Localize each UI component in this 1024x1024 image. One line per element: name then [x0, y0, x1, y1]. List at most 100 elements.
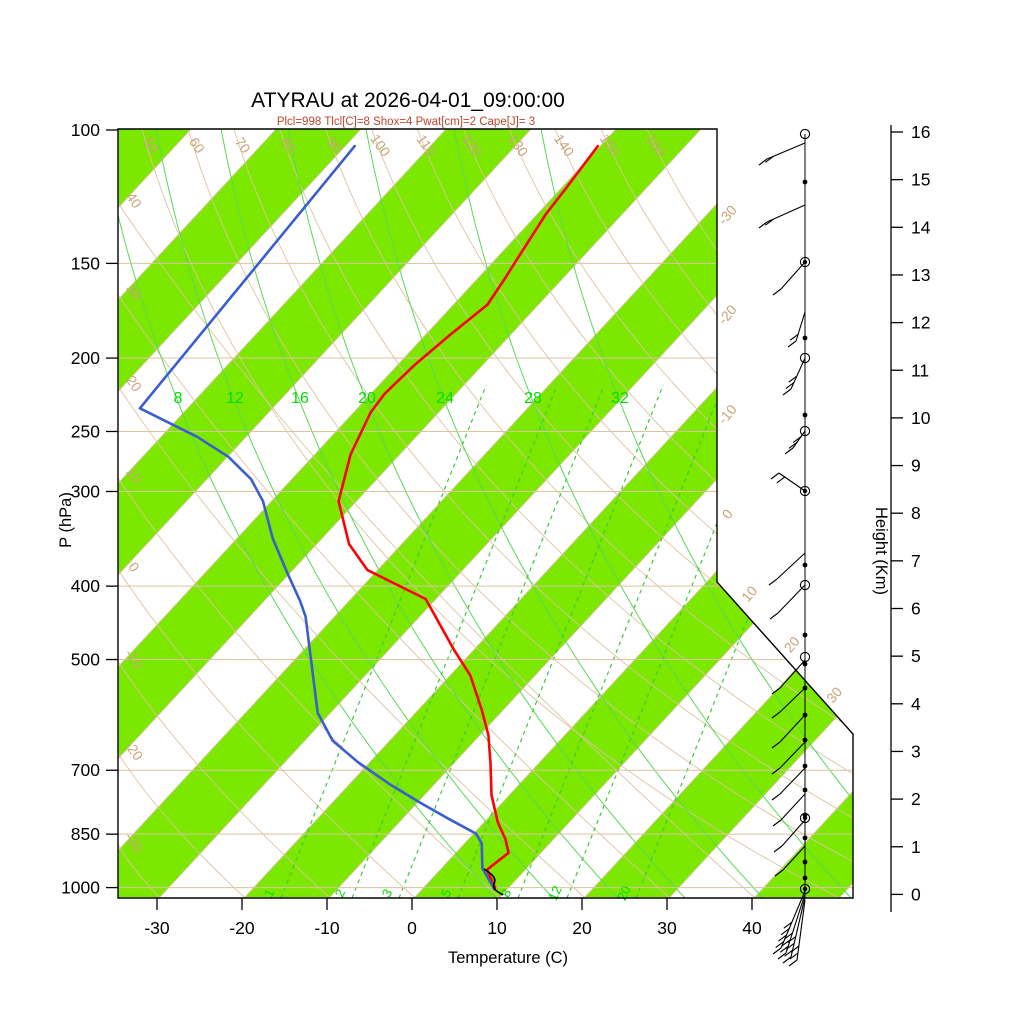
- x-axis-label: Temperature (C): [448, 949, 568, 967]
- moist-adiabat-value-label: 12: [226, 390, 244, 407]
- pressure-tick-label: 1000: [61, 878, 100, 898]
- wind-level-dot: [802, 685, 808, 691]
- isotherm-lower-right-label: 10: [738, 583, 760, 605]
- wind-level-circle: [799, 812, 811, 824]
- pressure-tick-label: 200: [71, 348, 100, 368]
- moist-adiabat-value-label: 20: [358, 390, 376, 407]
- dry-adiabat-line: [118, 294, 671, 898]
- surface-wind-barb-shaft: [790, 896, 806, 958]
- surface-wind-barb-shaft: [796, 899, 806, 961]
- temperature-tick-label: -20: [229, 918, 255, 938]
- subtitle: Plcl=998 Tlcl[C]=8 Shox=4 Pwat[cm]=2 Cap…: [277, 116, 535, 128]
- wind-barb-shaft: [780, 793, 806, 821]
- dry-adiabat-line: [118, 569, 416, 898]
- barb-feather: [783, 921, 793, 929]
- dry-adiabat-line: [118, 661, 331, 898]
- temperature-tick-label: -10: [314, 918, 340, 938]
- barb-feather: [784, 447, 794, 455]
- barb-feather: [774, 869, 784, 877]
- barb-feather: [771, 793, 781, 801]
- barb-feather: [768, 578, 778, 586]
- height-tick-label: 2: [911, 789, 921, 809]
- surface-wind-barb-shaft: [785, 893, 806, 954]
- dry-adiabat-line: [118, 386, 586, 898]
- dry-adiabat-line: [371, 129, 853, 898]
- barb-feather: [785, 942, 795, 950]
- dry-adiabat-line: [118, 477, 501, 898]
- barb-feather: [770, 472, 780, 480]
- sounding-profiles: [138, 144, 600, 896]
- wind-level-dot: [802, 412, 808, 418]
- wind-barb-shaft: [781, 819, 806, 847]
- pressure-tick-label: 500: [71, 650, 100, 670]
- barb-feather: [790, 945, 800, 953]
- wind-level-dot: [802, 859, 808, 865]
- wind-barb-shaft: [790, 357, 806, 390]
- y-left-axis-label: P (hPa): [57, 492, 75, 548]
- mixing-ratio-value-label: 12: [545, 883, 565, 902]
- barb-feather: [773, 845, 783, 853]
- wind-barb-shaft: [792, 430, 806, 449]
- dry-adiabat-line: [187, 129, 853, 898]
- barb-feather: [784, 932, 793, 940]
- pressure-tick-label: 400: [71, 576, 100, 596]
- wind-level-circle: [799, 485, 811, 497]
- wind-barb-shaft: [778, 472, 806, 492]
- height-tick-label: 0: [911, 884, 921, 904]
- height-tick-label: 10: [911, 408, 931, 428]
- wind-barb-shaft: [779, 767, 806, 795]
- green-stripe: [118, 129, 362, 897]
- barb-feather: [788, 959, 798, 967]
- isotherm-line: [118, 129, 532, 898]
- dry-adiabat-line: [325, 129, 853, 898]
- height-tick-label: 6: [911, 599, 921, 619]
- wind-barb-column: [758, 128, 811, 967]
- plot-frame: [117, 128, 854, 899]
- dry-adiabat-line: [508, 129, 853, 898]
- barb-feather: [792, 436, 802, 444]
- dry-adiabat-top-label: 70: [232, 134, 254, 156]
- height-tick-label: 14: [911, 217, 931, 237]
- barb-feather: [785, 382, 795, 390]
- temperature-tick-label: 40: [742, 918, 762, 938]
- moist-adiabat-value-label: 28: [524, 390, 542, 407]
- wind-level-circle: [799, 425, 811, 437]
- wind-level-dot: [802, 787, 808, 793]
- wind-level-dot: [802, 835, 808, 841]
- barb-feather: [782, 956, 792, 964]
- height-tick-label: 7: [911, 551, 921, 571]
- wind-level-dot: [802, 875, 808, 881]
- wind-level-circle-dot: [802, 815, 808, 821]
- moist-adiabat-line: [365, 129, 764, 898]
- height-tick-label: 12: [911, 313, 930, 333]
- pressure-tick-label: 250: [71, 421, 100, 441]
- isotherm-line: [118, 129, 702, 898]
- green-stripe: [585, 129, 853, 897]
- moist-adiabat-value-label: 8: [174, 390, 183, 407]
- dry-adiabat-line: [554, 129, 853, 898]
- barb-feather: [781, 939, 791, 947]
- isotherm-line: [118, 129, 362, 898]
- wind-level-circle-dot: [802, 886, 808, 892]
- moist-adiabat-value-label: 24: [436, 390, 454, 407]
- height-tick-label: 9: [911, 456, 921, 476]
- wind-barb-shaft: [780, 261, 806, 290]
- barb-feather: [771, 767, 781, 775]
- wind-level-dot: [802, 661, 808, 667]
- isotherm-right-label: 0: [719, 506, 736, 522]
- temperature-tick-label: -30: [144, 918, 170, 938]
- barb-feather: [772, 819, 782, 827]
- dry-adiabat-top-label: 60: [186, 134, 208, 156]
- isotherm-right-label: -30: [715, 202, 740, 228]
- barb-feather: [778, 934, 787, 942]
- dry-adiabat-line: [279, 129, 853, 898]
- temperature-tick-label: 10: [487, 918, 507, 938]
- isotherm-stripes: [118, 129, 853, 897]
- barb-feather: [765, 218, 774, 226]
- moist-adiabat-line: [453, 129, 852, 898]
- wind-level-dot: [802, 712, 808, 718]
- wind-level-dot: [802, 335, 808, 341]
- temperature-profile-line: [337, 144, 600, 889]
- page-title: ATYRAU at 2026-04-01_09:00:00: [251, 89, 565, 112]
